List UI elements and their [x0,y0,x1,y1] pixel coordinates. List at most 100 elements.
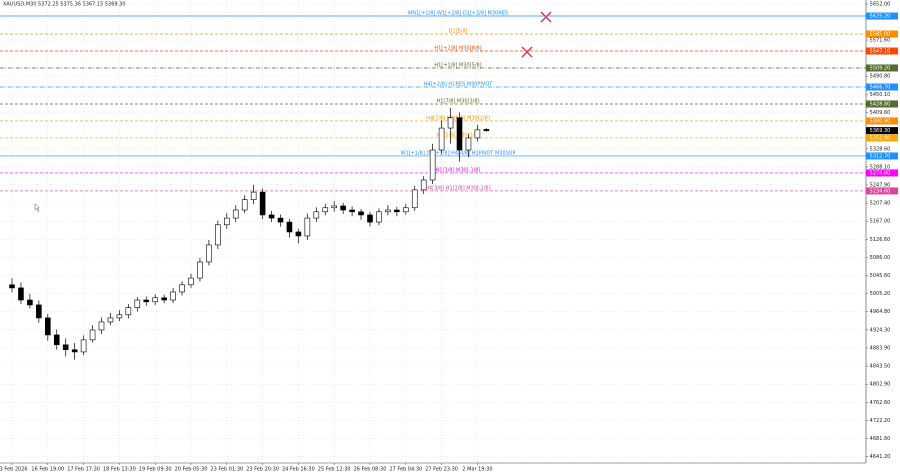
x-tick-label: 18 Feb 13:30 [103,467,136,473]
level-price-box [866,47,898,55]
candle-body [286,221,293,233]
y-tick-label: 5126.60 [870,237,891,243]
level-price-label: 5585.00 [870,32,891,38]
candle-body [62,344,69,351]
y-tick-label: 5450.10 [870,92,891,98]
candle-body [27,299,33,306]
last-price-label: 5369.30 [870,128,891,134]
candle-body [206,244,212,263]
y-tick-label: 5571.60 [870,38,891,44]
level-label: H4[3/8] H1[2/8] M30[-2/8] [425,185,490,191]
candle-body [250,191,257,201]
candle-body [447,117,454,129]
level-price-box [866,152,898,160]
candle-body [420,179,427,191]
candle-body [215,224,221,246]
candle-body [304,217,311,237]
x-tick-label: 13 Feb 2026 [0,467,28,473]
candle-body [358,211,364,216]
level-price-label: 5312.70 [870,153,891,159]
level-price-label: 5466.70 [870,85,891,91]
candle-body [349,209,355,213]
candle-body [98,321,105,331]
level-price-label: 5547.10 [870,49,891,55]
x-tick-label: 19 Feb 09:30 [139,467,172,473]
level-price-box [866,117,898,125]
level-price-label: 5352.90 [870,135,891,141]
candle-body [402,207,409,213]
candle-body [36,304,42,319]
y-tick-label: 5409.60 [870,110,891,116]
level-price-box [866,83,898,91]
x-tick-label: 24 Feb 16:30 [282,467,315,473]
trade-marker [521,11,552,58]
level-price-box [866,30,898,38]
candle-body [474,129,481,139]
x-tick-label: 16 Feb 19:00 [31,467,64,473]
candle-body [367,214,373,223]
candle-body [385,209,391,213]
candle-body [71,349,78,353]
candle-body [465,137,472,151]
candle-body [411,189,418,209]
level-label: H1[7/8] M30[3/8] [436,98,479,104]
y-tick-label: 5490.80 [870,74,891,80]
candle-body [438,127,445,151]
candle-body [483,129,490,132]
level-label: D1[5/8] [449,29,468,35]
candle-body [188,277,194,286]
candle-body [152,297,158,303]
candle-body [170,291,176,301]
candle-body [259,191,266,216]
candle-body [197,261,203,279]
candle-body [125,307,132,316]
x-tick-label: 26 Feb 08:30 [354,467,387,473]
level-price-label: 5509.20 [870,65,891,71]
candle-body [295,231,302,237]
y-tick-label: 4722.20 [870,418,891,424]
candle-body [232,209,239,219]
y-tick-label: 4843.50 [870,364,891,370]
level-price-box [866,187,898,195]
level-price-box [866,64,898,72]
candle-body [313,211,320,219]
level-price-box [866,134,898,142]
y-tick-label: 5247.90 [870,182,891,188]
candle-body [340,205,346,211]
candle-body [89,329,96,341]
candle-body [224,217,230,226]
candle-body [18,287,24,301]
candle-body [241,199,248,211]
x-tick-label: 25 Feb 12:30 [318,467,351,473]
level-label: MN1[+1/8] W1[+2/8] D1[+2/8] M30RES [408,11,508,17]
y-tick-label: 5167.00 [870,219,891,225]
candle-body [53,334,60,346]
x-tick-label: 2 Mar 19:30 [462,467,492,473]
level-label: W1[+1/8] D1[+1/8] H4[4/8] H1PIVOT M30SUP [401,150,516,156]
y-tick-label: 5652.00 [870,2,891,8]
level-price-label: 5234.60 [870,188,891,194]
y-tick-label: 5086.00 [870,255,891,261]
candle-body [9,284,15,289]
level-price-box [866,100,898,108]
x-tick-label: 20 Feb 05:30 [175,467,208,473]
x-tick-label: 27 Feb 04:30 [389,467,422,473]
candle-body [134,299,141,308]
candle-body [322,207,329,213]
candle-body [143,299,150,303]
candle-body [107,317,114,323]
y-tick-label: 4681.60 [870,436,891,442]
y-tick-label: 4762.60 [870,400,891,406]
y-tick-label: 5288.10 [870,164,891,170]
candle-body [44,317,51,336]
candle-body [161,297,167,301]
candle-body [179,284,185,293]
candle-body [80,339,87,353]
candle-body [429,149,436,181]
y-tick-label: 4964.80 [870,309,891,315]
y-tick-label: 5045.60 [870,273,891,279]
y-tick-label: 5328.60 [870,146,891,152]
level-price-label: 5428.80 [870,101,891,107]
